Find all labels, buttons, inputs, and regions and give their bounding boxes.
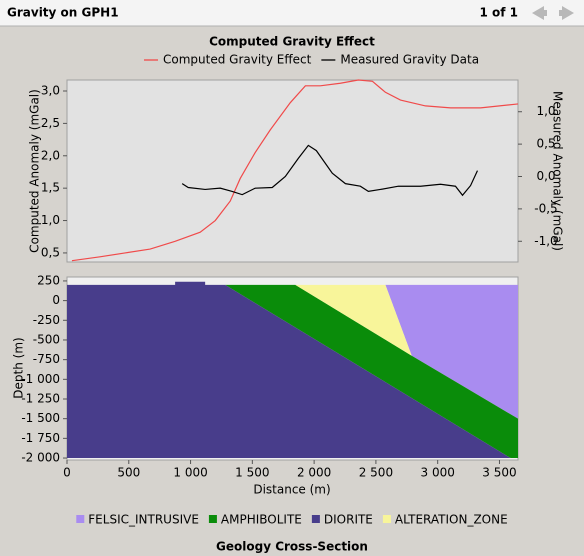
prev-button[interactable] bbox=[532, 6, 547, 20]
window-title: Gravity on GPH1 bbox=[7, 6, 119, 20]
y-tick-label: 1,5 bbox=[41, 181, 60, 195]
chart-title: Computed Gravity Effect bbox=[209, 35, 375, 49]
y-tick-label: 0,5 bbox=[41, 245, 60, 259]
y-tick-label: -1 500 bbox=[21, 411, 60, 425]
y2-tick-label: 1,0 bbox=[536, 104, 555, 118]
y2-tick-label: 0,0 bbox=[536, 169, 555, 183]
y-axis-label: Computed Anomaly (mGal) bbox=[28, 89, 42, 253]
legend-swatch bbox=[76, 515, 85, 523]
x-tick-label: 3 000 bbox=[421, 466, 455, 480]
y-tick-label: 2,0 bbox=[41, 148, 60, 162]
x-tick-label: 2 500 bbox=[359, 466, 393, 480]
y-tick-label: -1 750 bbox=[21, 431, 60, 445]
y-tick-label: -250 bbox=[33, 313, 60, 327]
legend-label: FELSIC_INTRUSIVE bbox=[88, 513, 199, 527]
y-tick-label: 0 bbox=[52, 293, 60, 307]
x-tick-label: 3 500 bbox=[482, 466, 516, 480]
legend-swatch bbox=[208, 515, 217, 523]
plot-area bbox=[66, 79, 519, 263]
geology-unit bbox=[225, 284, 518, 459]
legend-swatch bbox=[382, 515, 391, 523]
geology-unit bbox=[295, 284, 412, 356]
legend-label: AMPHIBOLITE bbox=[221, 513, 302, 527]
y-tick-label: -2 000 bbox=[21, 451, 60, 465]
x-tick-label: 0 bbox=[63, 466, 71, 480]
y-tick-label: -1 000 bbox=[21, 372, 60, 386]
y-tick-label: -1 250 bbox=[21, 392, 60, 406]
chart-title: Geology Cross-Section bbox=[216, 540, 368, 554]
x-axis-label: Distance (m) bbox=[253, 483, 330, 497]
data-line bbox=[71, 79, 519, 262]
y2-axis-label: Measured Anomaly (mGal) bbox=[551, 91, 565, 251]
legend-label: Computed Gravity Effect bbox=[163, 53, 312, 67]
x-tick-label: 1 500 bbox=[235, 466, 269, 480]
x-tick-label: 500 bbox=[117, 466, 140, 480]
y2-tick-label: -1,0 bbox=[534, 234, 557, 248]
y2-tick-label: -0,5 bbox=[534, 201, 557, 215]
y-tick-label: 2,5 bbox=[41, 116, 60, 130]
y-axis-label: Depth (m) bbox=[12, 337, 26, 398]
legend-label: Measured Gravity Data bbox=[340, 53, 479, 67]
legend-label: DIORITE bbox=[324, 513, 373, 527]
header-bar bbox=[0, 0, 584, 26]
page-indicator: 1 of 1 bbox=[479, 6, 518, 20]
y-tick-label: -750 bbox=[33, 352, 60, 366]
y-tick-label: 1,0 bbox=[41, 213, 60, 227]
y-tick-label: 3,0 bbox=[41, 84, 60, 98]
next-button[interactable] bbox=[559, 6, 574, 20]
y-tick-label: 250 bbox=[37, 273, 60, 287]
data-line bbox=[181, 144, 479, 197]
y-tick-label: -500 bbox=[33, 332, 60, 346]
x-tick-label: 2 000 bbox=[297, 466, 331, 480]
x-tick-label: 1 000 bbox=[173, 466, 207, 480]
legend-swatch bbox=[311, 515, 320, 523]
geology-unit bbox=[67, 281, 511, 459]
geology-unit bbox=[385, 284, 518, 419]
y2-tick-label: 0,5 bbox=[536, 137, 555, 151]
legend-label: ALTERATION_ZONE bbox=[395, 513, 508, 527]
